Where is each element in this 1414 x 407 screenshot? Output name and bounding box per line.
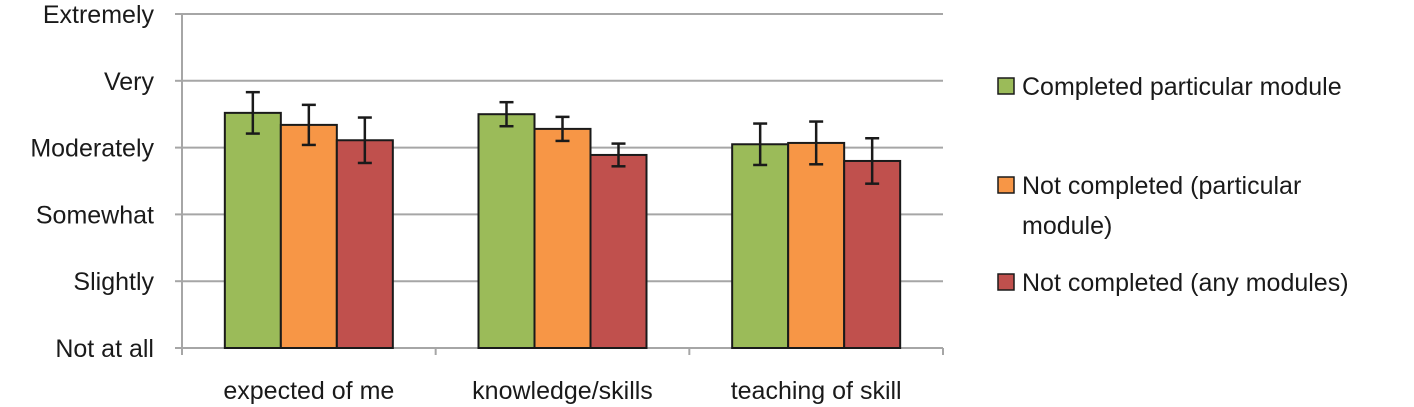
x-axis: expected of me knowledge/skills teaching o… (181, 348, 944, 405)
legend-label: Not completed (any modules) (1022, 269, 1349, 297)
legend: Completed particular module Not completed… (997, 73, 1349, 297)
legend-label: Not completed (particular (1022, 172, 1301, 200)
bar (731, 143, 790, 349)
y-tick-label: Somewhat (36, 201, 154, 229)
x-tick-label: knowledge/skills (472, 377, 653, 405)
bar (335, 139, 394, 349)
y-tick-label: Extremely (43, 1, 155, 29)
legend-swatch (997, 176, 1015, 194)
bar (787, 141, 846, 349)
legend-label: module) (1022, 212, 1112, 240)
legend-label: Completed particular module (1022, 73, 1342, 101)
x-tick-label: expected of me (223, 377, 394, 405)
bar (843, 159, 902, 349)
bar (279, 123, 338, 349)
x-tick-label: teaching of skill (731, 377, 902, 405)
bars (223, 90, 902, 349)
bar (589, 153, 648, 349)
y-axis: Not at all Slightly Somewhat Moderately Very… (30, 1, 183, 363)
y-tick-label: Slightly (73, 268, 154, 296)
y-tick-label: Very (104, 68, 155, 96)
bar (223, 111, 282, 349)
bar (477, 113, 536, 349)
legend-swatch (997, 273, 1015, 291)
bar (533, 127, 592, 349)
legend-swatch (997, 77, 1015, 95)
y-tick-label: Not at all (55, 335, 154, 363)
y-tick-label: Moderately (30, 135, 154, 163)
